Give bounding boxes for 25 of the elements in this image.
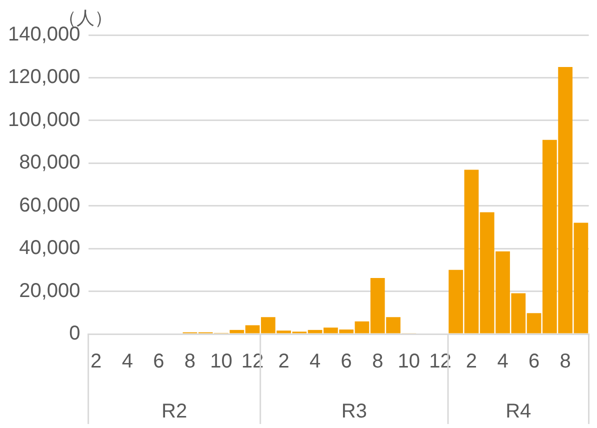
y-axis-title: （人）	[58, 8, 112, 28]
x-tick-label: 6	[340, 350, 352, 373]
x-tick-label: 8	[372, 350, 384, 373]
text: R2	[162, 400, 188, 423]
y-tick-label: 80,000	[19, 152, 80, 174]
y-tick-label: 0	[69, 322, 80, 345]
y-tick-label: 60,000	[19, 194, 80, 216]
x-tick-label: 4	[310, 350, 321, 373]
x-tick-label: 4	[497, 350, 508, 373]
x-tick-label: 8	[184, 350, 196, 373]
x-tick-label: 10	[210, 350, 232, 373]
y-tick-label: 120,000	[8, 66, 80, 88]
y-tick-label: 40,000	[19, 237, 80, 260]
y-tick-label: 100,000	[8, 108, 80, 131]
x-tick-label: 2	[466, 350, 478, 373]
x-tick-label: 6	[528, 350, 540, 373]
x-tick-label: 2	[278, 350, 290, 373]
text: R3	[341, 400, 367, 423]
x-tick-label: 10	[398, 350, 420, 373]
x-tick-label: 6	[153, 350, 164, 373]
x-tick-label: 2	[90, 350, 102, 373]
text: R4	[506, 400, 532, 423]
x-tick-label: 4	[122, 350, 133, 373]
x-tick-label: 8	[560, 350, 571, 373]
y-tick-label: 20,000	[19, 280, 80, 302]
